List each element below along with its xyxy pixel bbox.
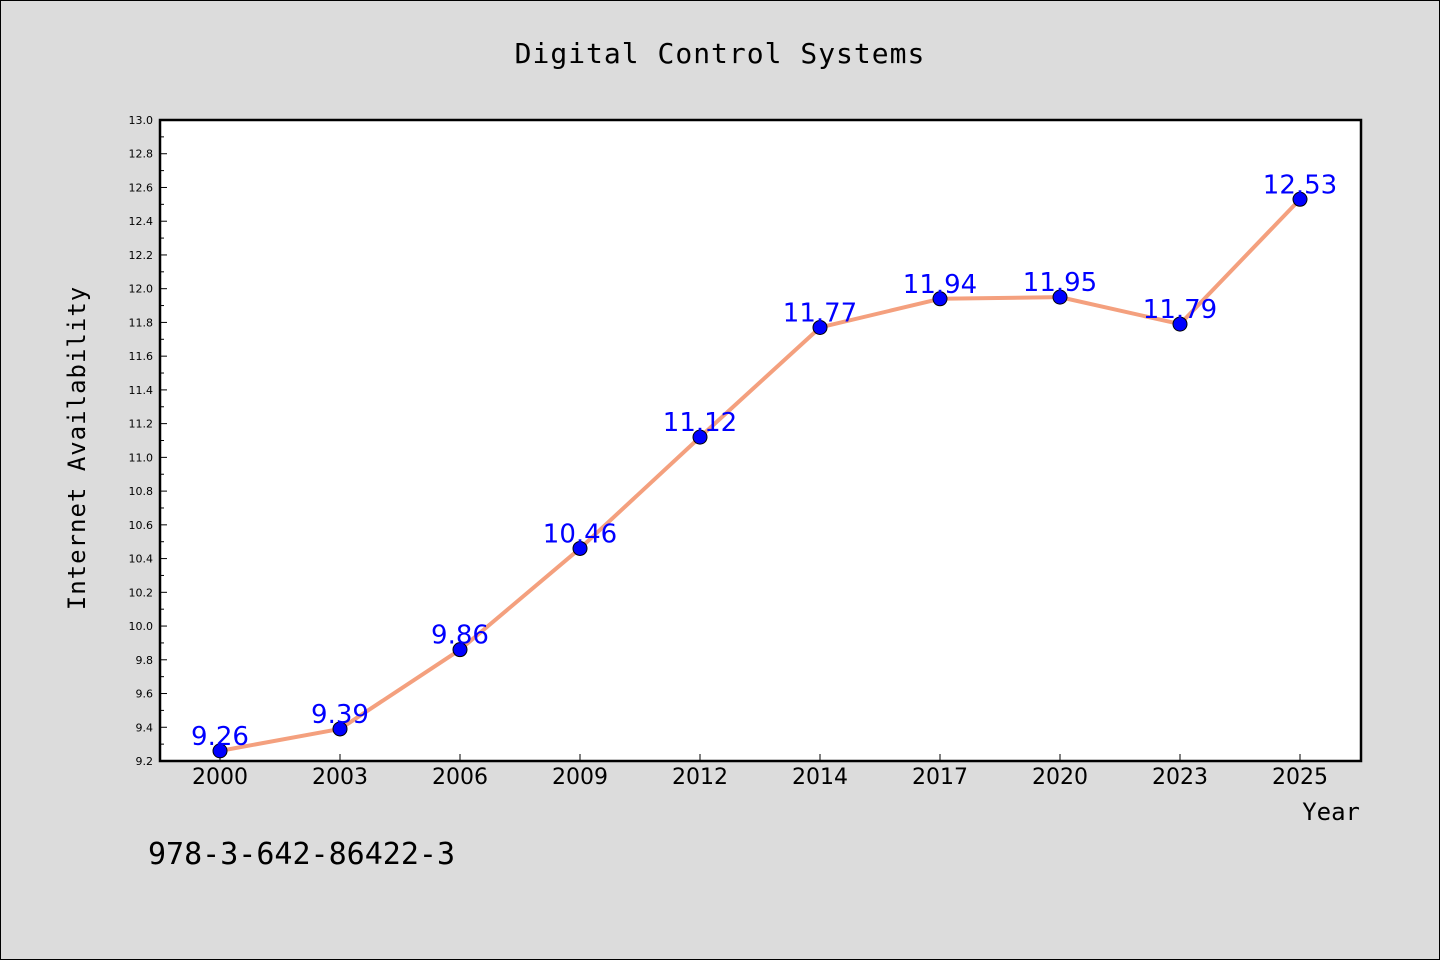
x-tick-label: 2020 (1032, 765, 1088, 790)
data-point (692, 429, 708, 445)
data-label: 9.26 (191, 722, 249, 752)
data-point (1292, 191, 1308, 207)
data-labels: 9.26 9.39 9.86 10.46 11.12 11.77 11.94 11.95 11.… (191, 170, 1337, 752)
y-tick-label: 12.4 (129, 215, 154, 228)
y-tick-label: 9.2 (136, 755, 154, 768)
y-tick-label: 13.0 (129, 114, 154, 127)
y-tick-label: 11.6 (129, 350, 154, 363)
y-axis-title: Internet Availability (63, 286, 91, 610)
data-point (932, 291, 948, 307)
x-tick-label: 2000 (192, 765, 248, 790)
data-point (1172, 316, 1188, 332)
data-point (332, 721, 348, 737)
x-tick-label: 2025 (1272, 765, 1328, 790)
x-axis-title: Year (1302, 798, 1360, 826)
chart-title: Digital Control Systems (515, 37, 926, 70)
x-tick-label: 2006 (432, 765, 488, 790)
plot-area (158, 118, 1363, 763)
series-line (212, 191, 1308, 759)
data-point (812, 319, 828, 335)
x-tick-label: 2017 (912, 765, 968, 790)
y-tick-label: 9.6 (136, 688, 154, 701)
data-label: 12.53 (1263, 170, 1337, 200)
series-path (219, 197, 1302, 753)
isbn-text: 978-3-642-86422-3 (148, 837, 455, 872)
data-label: 11.94 (903, 270, 977, 300)
y-tick-label: 9.4 (136, 721, 154, 734)
data-point (572, 540, 588, 556)
x-axis: 2000 2003 2006 2009 2012 2014 2017 2020 2023 2025 (192, 754, 1328, 790)
data-label: 11.12 (663, 408, 737, 438)
y-tick-label: 10.0 (129, 620, 154, 633)
y-tick-label: 12.8 (129, 148, 154, 161)
y-tick-label: 10.4 (129, 553, 154, 566)
data-label: 11.95 (1023, 268, 1097, 298)
y-tick-label: 10.6 (129, 519, 154, 532)
x-tick-label: 2009 (552, 765, 608, 790)
x-tick-label: 2023 (1152, 765, 1208, 790)
y-tick-label: 11.0 (129, 451, 154, 464)
data-point (212, 743, 228, 759)
y-tick-label: 11.8 (129, 316, 154, 329)
y-tick-label: 9.8 (136, 654, 154, 667)
data-label: 11.77 (783, 298, 857, 328)
data-label: 9.39 (311, 700, 369, 730)
x-tick-label: 2012 (672, 765, 728, 790)
x-tick-label: 2014 (792, 765, 848, 790)
y-axis: 9.2 9.4 9.6 9.8 10.0 10.2 10.4 10.6 10.8 11.0 11.2… (129, 114, 167, 768)
y-tick-label: 10.2 (129, 586, 154, 599)
y-tick-label: 12.0 (129, 283, 154, 296)
y-tick-label: 11.4 (129, 384, 154, 397)
y-tick-label: 12.2 (129, 249, 154, 262)
data-label: 10.46 (543, 519, 617, 549)
x-tick-label: 2003 (312, 765, 368, 790)
data-label: 9.86 (431, 621, 489, 651)
y-tick-label: 12.6 (129, 181, 154, 194)
y-tick-label: 10.8 (129, 485, 154, 498)
y-tick-label: 11.2 (129, 418, 154, 431)
data-label: 11.79 (1143, 295, 1217, 325)
data-point (452, 642, 468, 658)
data-point (1052, 289, 1068, 305)
